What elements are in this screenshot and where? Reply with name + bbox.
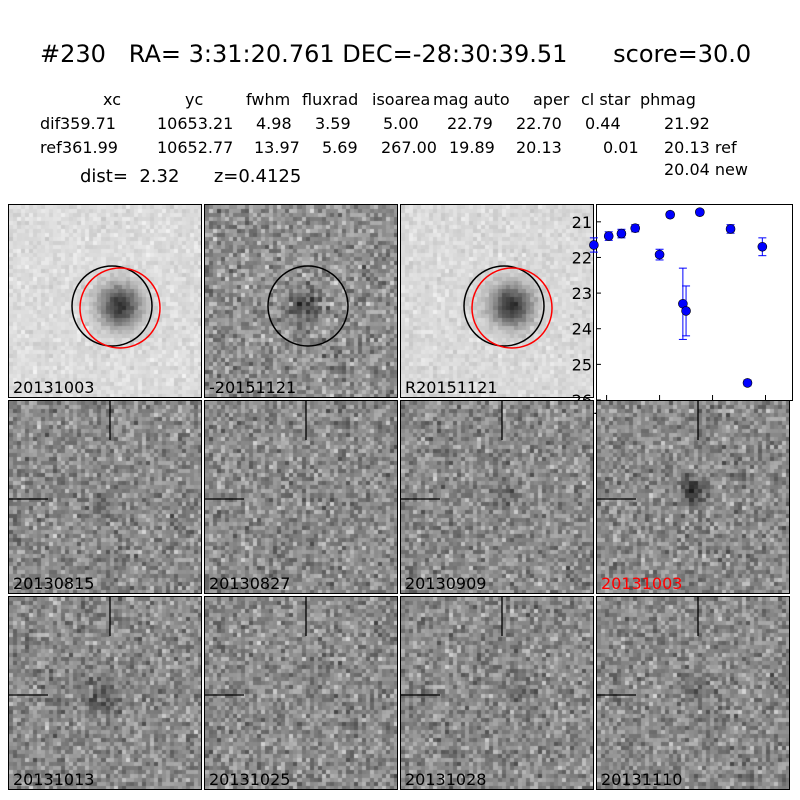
aperture-overlay: [71, 265, 161, 349]
data-point: [665, 209, 675, 220]
stamp-panel: 20131028: [400, 596, 594, 790]
column-header: phmag: [640, 90, 696, 109]
panel-label: R20151121: [405, 378, 498, 397]
data-point: [616, 228, 627, 239]
data-point: [725, 224, 736, 234]
aperture-circle-black: [267, 265, 349, 347]
column-header: cl star: [581, 90, 631, 109]
data-point: [681, 306, 691, 316]
table-cell: 5.00: [383, 114, 419, 133]
table-cell: 21.92: [664, 114, 710, 133]
stamp-date-label: 20131025: [209, 770, 291, 789]
aperture-overlay: [267, 265, 349, 347]
panel-label: -20151121: [209, 378, 297, 397]
table-cell: 361.99: [62, 138, 118, 157]
aperture-circle-red: [471, 267, 553, 349]
data-point: [589, 240, 599, 250]
table-cell: 4.98: [256, 114, 292, 133]
stamp-panel: 20130909: [400, 400, 594, 594]
light-curve-chart: -50050100212223242526: [572, 204, 793, 422]
table-cell: 3.59: [315, 114, 351, 133]
template-image-panel: 20131003: [8, 204, 202, 398]
table-cell: 0.01: [603, 138, 639, 157]
stamp-image: [9, 597, 201, 789]
position-marker: [9, 597, 111, 696]
data-point: [630, 223, 641, 234]
table-cell: 0.44: [585, 114, 621, 133]
stamp-panel: 20131003: [596, 400, 790, 594]
column-header: aper: [533, 90, 570, 109]
panel-label: 20131003: [13, 378, 95, 397]
table-cell: 19.89: [449, 138, 495, 157]
stamp-image: [401, 401, 593, 593]
stamp-date-label: 20130909: [405, 574, 487, 593]
stamp-image: [597, 401, 789, 593]
data-point: [757, 241, 768, 252]
column-header: fwhm: [246, 90, 291, 109]
stamp-image: [597, 597, 789, 789]
difference-image: [205, 205, 397, 397]
position-marker: [401, 401, 503, 500]
reference-image-panel: R20151121: [400, 204, 594, 398]
stamp-panel: 20130815: [8, 400, 202, 594]
row-label: ref: [40, 138, 62, 157]
stamp-date-label: 20131110: [601, 770, 683, 789]
stamp-date-label: 20131028: [405, 770, 487, 789]
table-cell: 10653.21: [157, 114, 234, 133]
stamp-date-label: 20130827: [209, 574, 291, 593]
aperture-circle-red: [79, 267, 161, 349]
table-cell: 13.97: [254, 138, 300, 157]
stamp-image: [205, 401, 397, 593]
stamp-image: [205, 597, 397, 789]
stamp-panel: 20130827: [204, 400, 398, 594]
y-tick-label: 22: [572, 248, 592, 267]
table-cell: 10652.77: [157, 138, 234, 157]
y-tick-label: 23: [572, 284, 592, 303]
column-header: isoarea: [372, 90, 431, 109]
stamp-image: [9, 401, 201, 593]
y-tick-label: 21: [572, 213, 592, 232]
plot-frame: [596, 204, 793, 401]
stamp-date-label: 20130815: [13, 574, 95, 593]
column-header: xc: [103, 90, 121, 109]
aperture-circle-black: [463, 265, 545, 347]
position-marker: [401, 597, 503, 696]
stamp-date-label: 20131013: [13, 770, 95, 789]
table-cell: 5.69: [322, 138, 358, 157]
table-cell: 20.13: [516, 138, 562, 157]
data-point: [695, 207, 705, 217]
position-marker: [9, 401, 111, 500]
column-header: yc: [185, 90, 204, 109]
data-point: [603, 231, 614, 241]
aperture-overlay: [463, 265, 553, 349]
table-cell: 20.13 ref: [664, 138, 737, 157]
data-point: [742, 378, 753, 388]
row-label: dif: [40, 114, 61, 133]
stamp-image: [401, 597, 593, 789]
position-marker: [205, 401, 307, 500]
position-marker: [597, 401, 699, 500]
position-marker: [205, 597, 307, 696]
stamp-panel: 20131013: [8, 596, 202, 790]
template-image: [9, 205, 201, 397]
table-cell: 22.79: [447, 114, 493, 133]
data-point: [654, 249, 665, 260]
position-marker: [597, 597, 699, 696]
page-title: #230 RA= 3:31:20.761 DEC=-28:30:39.51 sc…: [40, 40, 752, 68]
stamp-panel: 20131025: [204, 596, 398, 790]
y-tick-label: 24: [572, 320, 592, 339]
table-cell: 267.00: [381, 138, 437, 157]
reference-image: [401, 205, 593, 397]
difference-image-panel: -20151121: [204, 204, 398, 398]
aperture-circle-black: [71, 265, 153, 347]
table-cell: 359.71: [60, 114, 116, 133]
y-tick-label: 25: [572, 355, 592, 374]
stamp-panel: 20131110: [596, 596, 790, 790]
column-header: mag auto: [433, 90, 510, 109]
column-header: fluxrad: [302, 90, 359, 109]
stamp-date-label: 20131003: [601, 574, 683, 593]
table-cell: 22.70: [516, 114, 562, 133]
distance-readout: dist= 2.32 z=0.4125: [80, 166, 302, 187]
phmag-new-value: 20.04 new: [664, 160, 748, 179]
